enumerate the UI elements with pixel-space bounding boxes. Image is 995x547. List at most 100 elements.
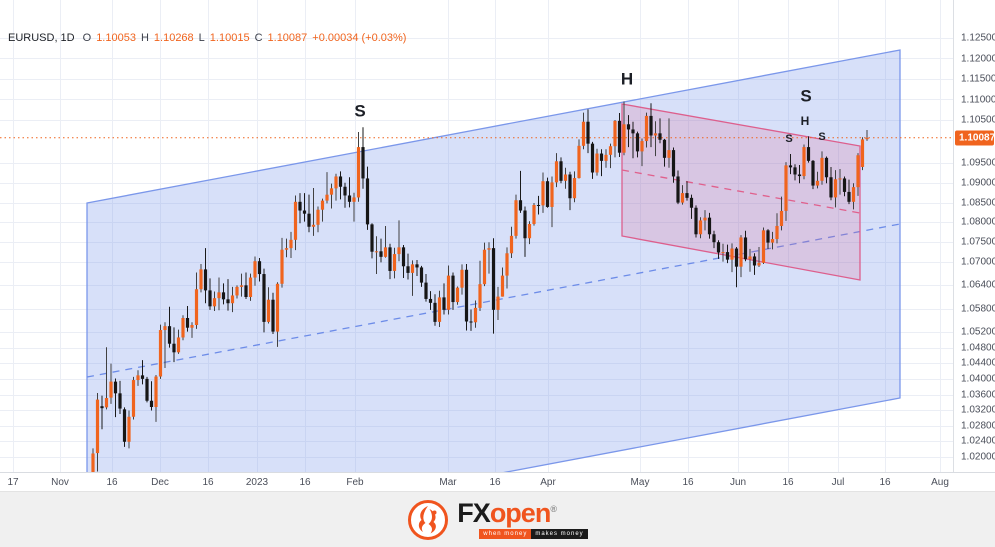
candle-body xyxy=(109,381,113,398)
candle-body xyxy=(95,399,100,454)
pattern-label-h: H xyxy=(621,69,633,88)
candle-body xyxy=(338,176,343,187)
candle-body xyxy=(442,297,446,310)
price-tick: 1.04000 xyxy=(961,373,995,385)
price-tick: 1.09000 xyxy=(961,177,995,189)
candle-body xyxy=(658,133,662,140)
candle-body xyxy=(671,150,676,177)
price-tick: 1.11000 xyxy=(961,94,995,105)
candle-body xyxy=(613,120,617,147)
candle-body xyxy=(838,178,842,180)
fxopen-logo[interactable]: FXopen® when money makes money xyxy=(407,499,588,541)
candle-body xyxy=(716,242,721,253)
candle-body xyxy=(374,251,379,253)
candle-body xyxy=(667,150,671,158)
candle-body xyxy=(698,220,703,235)
price-tick: 1.03600 xyxy=(961,389,995,400)
candle-body xyxy=(451,275,455,303)
candle-body xyxy=(550,182,554,207)
candle-body xyxy=(199,269,203,290)
candle-body xyxy=(707,217,712,235)
candle-body xyxy=(248,277,253,297)
price-tick: 1.11500 xyxy=(961,73,995,85)
candle-body xyxy=(289,239,293,249)
candle-body xyxy=(217,292,221,299)
candle-body xyxy=(802,147,806,177)
candle-body xyxy=(829,177,833,198)
candle-body xyxy=(307,213,311,227)
candle-body xyxy=(725,252,730,260)
candle-body xyxy=(793,167,797,175)
candle-body xyxy=(586,121,590,144)
time-tick: Aug xyxy=(931,477,949,488)
candle-body xyxy=(329,188,334,195)
candle-body xyxy=(599,153,604,161)
candle-body xyxy=(149,400,154,407)
price-tick: 1.06400 xyxy=(961,279,995,291)
candle-body xyxy=(316,209,320,225)
candle-body xyxy=(784,165,788,211)
candle-body xyxy=(302,210,307,214)
candle-body xyxy=(811,160,815,186)
pattern-label-s: S xyxy=(818,131,825,143)
price-tick: 1.04800 xyxy=(961,342,995,354)
candle-body xyxy=(487,248,491,250)
high-value: 1.10268 xyxy=(153,32,194,44)
candle-body xyxy=(212,298,217,307)
candle-body xyxy=(145,378,149,401)
candle-body xyxy=(244,285,248,297)
candle-body xyxy=(154,376,158,407)
candle-body xyxy=(320,200,325,210)
candle-body xyxy=(689,197,694,208)
candle-body xyxy=(842,178,847,192)
candle-body xyxy=(347,195,352,202)
candle-body xyxy=(235,286,239,296)
price-tick: 1.10500 xyxy=(961,114,995,126)
candle-body xyxy=(325,194,329,201)
candle-body xyxy=(712,234,716,243)
candle-body xyxy=(226,299,230,304)
candle-body xyxy=(482,249,487,285)
candle-body xyxy=(185,318,190,328)
time-tick: 2023 xyxy=(245,477,269,488)
time-tick: 16 xyxy=(202,477,214,488)
time-axis[interactable]: 17 Nov 16 Dec 16 2023 16 Feb Mar 16 Apr May 16 Jun 16 J… xyxy=(0,472,995,491)
time-tick: 16 xyxy=(879,477,891,488)
candle-body xyxy=(631,129,635,134)
pattern-label-s: S xyxy=(785,133,792,145)
candle-body xyxy=(122,409,127,442)
candle-body xyxy=(415,264,419,268)
candle-body xyxy=(694,207,698,235)
price-tick: 1.09500 xyxy=(961,157,995,169)
time-tick: Nov xyxy=(51,477,69,488)
candle-body xyxy=(262,274,266,322)
candle-body xyxy=(662,139,667,158)
candle-body xyxy=(181,318,185,338)
candle-body xyxy=(266,299,271,322)
candle-body xyxy=(500,275,505,297)
candle-body xyxy=(190,325,194,328)
candle-body xyxy=(649,115,653,136)
candle-body xyxy=(847,191,851,202)
time-tick: Jun xyxy=(729,477,747,488)
candle-body xyxy=(433,302,437,322)
candle-body xyxy=(136,375,140,381)
candle-body xyxy=(703,217,707,221)
time-tick: Mar xyxy=(439,477,457,488)
candle-body xyxy=(743,237,748,260)
price-axis[interactable]: 1.10087 1.12500 1.12000 1.11500 1.11000 1.10… xyxy=(953,0,995,472)
time-tick: Apr xyxy=(540,477,556,488)
candle-body xyxy=(365,178,370,225)
candle-body xyxy=(563,174,568,181)
candle-body xyxy=(194,289,199,325)
open-value: 1.10053 xyxy=(96,32,136,44)
candle-body xyxy=(505,253,509,276)
candle-body xyxy=(608,146,613,155)
candle-body xyxy=(860,139,865,167)
candle-body xyxy=(311,224,316,227)
candle-body xyxy=(766,230,770,243)
candle-body xyxy=(568,174,572,199)
candle-body xyxy=(410,264,415,273)
